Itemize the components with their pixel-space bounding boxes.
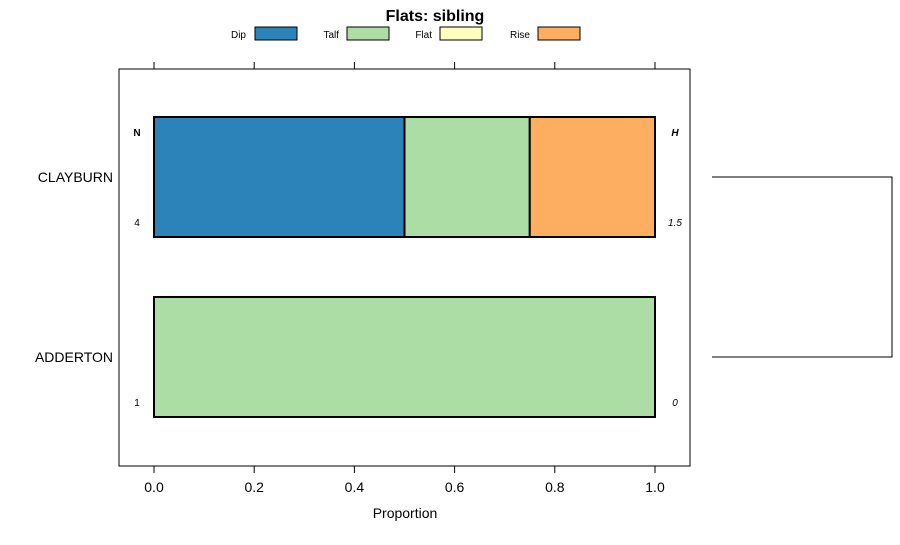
bar-clayburn-dip bbox=[153, 116, 406, 238]
legend: Dip Talf Flat Rise bbox=[231, 26, 581, 41]
legend-swatch-flat bbox=[439, 26, 483, 41]
dendrogram-branch bbox=[712, 176, 893, 358]
top-axis bbox=[153, 62, 656, 69]
x-axis-label: Proportion bbox=[373, 505, 438, 521]
legend-swatch-rise bbox=[537, 26, 581, 41]
bars bbox=[153, 116, 656, 418]
x-tick-label: 0.0 bbox=[144, 479, 164, 495]
bar-clayburn-talf bbox=[403, 116, 531, 238]
dendrogram bbox=[712, 176, 893, 358]
x-tick-label: 0.4 bbox=[345, 479, 365, 495]
legend-swatch-talf bbox=[346, 26, 390, 41]
legend-label-rise: Rise bbox=[510, 30, 530, 41]
right-annotation-value: 0 bbox=[672, 398, 678, 409]
x-tick-label: 1.0 bbox=[645, 479, 665, 495]
category-label-adderton: ADDERTON bbox=[35, 349, 113, 365]
right-annotation-header: H bbox=[671, 128, 679, 139]
bar-adderton-talf bbox=[153, 296, 656, 418]
right-annotation-value: 1.5 bbox=[668, 218, 682, 229]
left-annotation-header: N bbox=[133, 128, 140, 139]
legend-label-dip: Dip bbox=[231, 30, 246, 41]
x-tick-label: 0.2 bbox=[244, 479, 264, 495]
plot-frame bbox=[118, 68, 691, 467]
bottom-axis: 0.0 0.2 0.4 0.6 0.8 1.0 bbox=[144, 466, 665, 495]
category-label-clayburn: CLAYBURN bbox=[38, 169, 113, 185]
x-tick-label: 0.6 bbox=[445, 479, 465, 495]
category-labels: CLAYBURN ADDERTON bbox=[35, 169, 113, 365]
legend-swatch-dip bbox=[254, 26, 298, 41]
x-tick-label: 0.8 bbox=[545, 479, 565, 495]
bar-clayburn-rise bbox=[528, 116, 656, 238]
left-annotation-value: 1 bbox=[134, 398, 140, 409]
chart-title: Flats: sibling bbox=[386, 8, 485, 25]
left-annotation-value: 4 bbox=[134, 218, 140, 229]
annotations: N H 4 1 1.5 0 bbox=[133, 128, 682, 409]
legend-label-flat: Flat bbox=[415, 30, 432, 41]
legend-label-talf: Talf bbox=[323, 30, 339, 41]
